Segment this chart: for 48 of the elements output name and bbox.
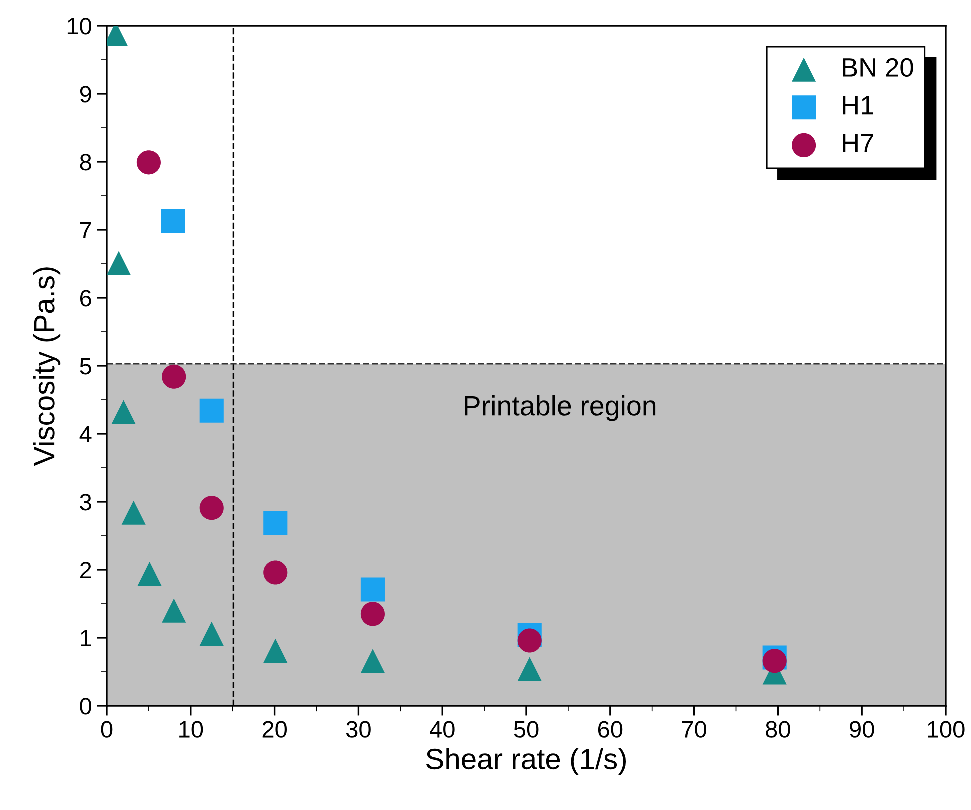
legend-label: H1 <box>843 96 874 115</box>
point <box>264 511 288 536</box>
x-tick-label: 40 <box>430 721 455 738</box>
point <box>762 649 787 674</box>
point <box>264 560 288 585</box>
legend-label: BN 20 <box>843 58 914 78</box>
y-tick-label: 10 <box>68 18 92 35</box>
x-tick-label: 100 <box>928 721 965 738</box>
x-tick-label: 90 <box>850 721 874 738</box>
point <box>360 602 385 626</box>
y-tick-label: 8 <box>80 154 92 171</box>
x-tick-label: 80 <box>766 721 790 738</box>
y-tick-label: 9 <box>80 86 92 103</box>
y-tick-label: 3 <box>80 494 92 511</box>
point <box>161 209 186 234</box>
x-tick-label: 60 <box>598 721 623 738</box>
point <box>518 628 542 653</box>
point <box>200 622 224 646</box>
x-tick-label: 30 <box>346 721 371 738</box>
y-tick-label: 4 <box>80 426 92 443</box>
point <box>264 638 288 663</box>
point <box>107 251 132 276</box>
y-tick-label: 7 <box>80 222 92 239</box>
x-tick-label: 0 <box>101 721 113 738</box>
legend-label: H7 <box>843 134 874 152</box>
point <box>136 150 161 175</box>
x-tick-label: 10 <box>180 721 204 738</box>
point <box>112 400 136 424</box>
point <box>200 398 224 423</box>
x-tick-label: 20 <box>262 721 288 738</box>
point <box>360 578 385 602</box>
y-tick-label: 5 <box>80 358 92 375</box>
x-tick-label: 50 <box>514 721 539 738</box>
x-axis-title: Shear rate (1/s) <box>426 748 626 776</box>
y-tick-label: 2 <box>80 562 92 579</box>
point <box>122 500 146 525</box>
point <box>518 657 542 682</box>
y-axis-title: Viscosity (Pa.s) <box>33 268 61 466</box>
point <box>162 364 186 389</box>
point <box>200 496 224 520</box>
x-tick-label: 70 <box>682 721 707 738</box>
y-tick-label: 1 <box>81 630 92 647</box>
band-label: Printable region <box>465 395 656 422</box>
point <box>360 649 385 674</box>
y-tick-label: 6 <box>80 290 92 307</box>
point <box>162 598 186 623</box>
y-tick-label: 0 <box>80 698 92 715</box>
point <box>138 562 162 586</box>
